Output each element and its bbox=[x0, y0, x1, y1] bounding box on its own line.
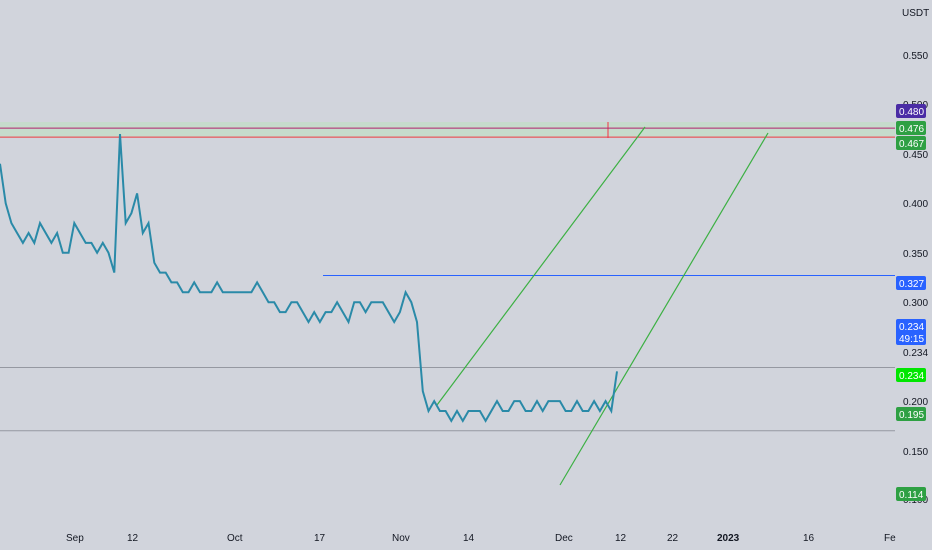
price-tag-background bbox=[896, 121, 926, 135]
price-tag-background bbox=[896, 407, 926, 421]
price-tag-label: 0.234 bbox=[899, 322, 924, 333]
price-tag-label: 0.476 bbox=[899, 124, 924, 135]
x-tick-label: Oct bbox=[227, 533, 243, 544]
x-tick-label: Fe bbox=[884, 533, 896, 544]
price-tag-background bbox=[896, 104, 926, 118]
x-tick-label: 17 bbox=[314, 533, 326, 544]
trendline-lower bbox=[559, 132, 769, 486]
price-series-line bbox=[0, 134, 618, 423]
y-tick-label: 0.150 bbox=[903, 447, 928, 458]
resistance-zone bbox=[0, 122, 895, 138]
price-tag: 0.480 bbox=[896, 104, 926, 118]
price-tag-background bbox=[896, 319, 926, 345]
price-tag: 0.467 bbox=[896, 136, 926, 150]
y-tick-label: 0.200 bbox=[903, 397, 928, 408]
x-tick-label: 22 bbox=[667, 533, 679, 544]
price-tag: 0.195 bbox=[896, 407, 926, 421]
price-tag-background bbox=[896, 368, 926, 382]
price-tag: 0.234 bbox=[896, 368, 926, 382]
price-tag-countdown: 49:15 bbox=[899, 334, 924, 345]
price-tag-label: 0.195 bbox=[899, 410, 924, 421]
x-tick-label: 2023 bbox=[717, 533, 740, 544]
price-tag-background bbox=[896, 487, 926, 501]
x-tick-label: 12 bbox=[127, 533, 139, 544]
price-tag: 0.114 bbox=[896, 487, 926, 501]
trendline-upper bbox=[436, 126, 646, 406]
price-tag: 0.476 bbox=[896, 121, 926, 135]
y-tick-label: 0.350 bbox=[903, 249, 928, 260]
currency-label: USDT bbox=[902, 8, 929, 19]
price-tag-label: 0.327 bbox=[899, 279, 924, 290]
y-tick-label: 0.234 bbox=[903, 348, 928, 359]
x-tick-label: 16 bbox=[803, 533, 815, 544]
x-tick-label: 12 bbox=[615, 533, 627, 544]
price-tag-background bbox=[896, 136, 926, 150]
y-tick-label: 0.550 bbox=[903, 51, 928, 62]
price-tag-background bbox=[896, 276, 926, 290]
x-tick-label: Nov bbox=[392, 533, 410, 544]
x-tick-label: Sep bbox=[66, 533, 84, 544]
y-tick-label: 0.400 bbox=[903, 199, 928, 210]
price-tag-label: 0.114 bbox=[899, 490, 924, 501]
x-tick-label: Dec bbox=[555, 533, 573, 544]
y-tick-label: 0.300 bbox=[903, 298, 928, 309]
price-tag-label: 0.480 bbox=[899, 107, 924, 118]
x-tick-label: 14 bbox=[463, 533, 475, 544]
price-tag-label: 0.467 bbox=[899, 139, 924, 150]
price-tag: 0.327 bbox=[896, 276, 926, 290]
price-tag-label: 0.234 bbox=[899, 371, 924, 382]
y-tick-label: 0.450 bbox=[903, 150, 928, 161]
